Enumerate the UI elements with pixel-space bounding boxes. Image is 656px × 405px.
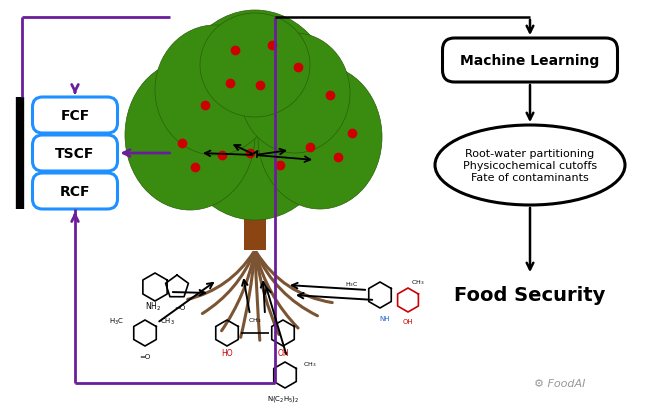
Text: NH: NH (380, 315, 390, 321)
Ellipse shape (155, 26, 275, 156)
FancyBboxPatch shape (244, 161, 266, 250)
FancyBboxPatch shape (33, 98, 117, 134)
FancyBboxPatch shape (33, 174, 117, 209)
Text: FCF: FCF (60, 109, 90, 123)
Ellipse shape (258, 66, 382, 209)
Text: TSCF: TSCF (55, 147, 94, 161)
Text: OH: OH (403, 318, 413, 324)
Text: CH$_3$: CH$_3$ (248, 315, 262, 324)
Ellipse shape (125, 61, 255, 211)
Text: H$_3$C: H$_3$C (110, 316, 125, 326)
FancyBboxPatch shape (443, 39, 617, 83)
Text: Machine Learning: Machine Learning (461, 54, 600, 68)
Ellipse shape (170, 11, 340, 220)
Ellipse shape (240, 34, 350, 153)
Text: ⚙ FoodAI: ⚙ FoodAI (535, 378, 586, 388)
Text: H$_3$C: H$_3$C (345, 279, 359, 288)
Text: OH: OH (277, 348, 289, 357)
Text: NH$_2$: NH$_2$ (145, 300, 161, 313)
Text: Root-water partitioning
Physicochemical cutoffs
Fate of contaminants: Root-water partitioning Physicochemical … (463, 149, 597, 182)
Text: CH$_3$: CH$_3$ (303, 359, 317, 368)
Text: Food Security: Food Security (455, 286, 605, 305)
Text: CH$_3$: CH$_3$ (159, 316, 174, 326)
Text: RCF: RCF (60, 185, 91, 198)
Text: N(C$_2$H$_5$)$_2$: N(C$_2$H$_5$)$_2$ (267, 394, 299, 403)
Ellipse shape (200, 14, 310, 118)
Text: CH$_3$: CH$_3$ (411, 277, 424, 286)
Text: =O: =O (139, 353, 151, 359)
FancyBboxPatch shape (33, 136, 117, 172)
Text: =O: =O (174, 304, 186, 310)
Text: HO: HO (221, 348, 233, 357)
Ellipse shape (435, 126, 625, 205)
